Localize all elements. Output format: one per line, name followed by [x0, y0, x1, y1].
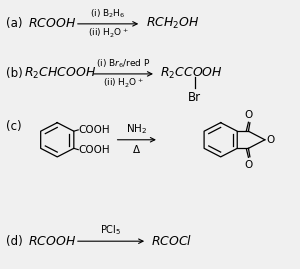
Text: COOH: COOH — [79, 145, 110, 155]
Text: (ii) H$_2$O$^+$: (ii) H$_2$O$^+$ — [88, 27, 128, 40]
Text: $R$COOH: $R$COOH — [28, 235, 76, 248]
Text: (a): (a) — [6, 17, 22, 30]
Text: (d): (d) — [6, 235, 22, 248]
Text: Br: Br — [188, 91, 201, 104]
Text: (ii) H$_2$O$^+$: (ii) H$_2$O$^+$ — [103, 77, 144, 90]
Text: (c): (c) — [6, 120, 21, 133]
Text: O: O — [244, 160, 253, 170]
Text: $\Delta$: $\Delta$ — [132, 143, 141, 155]
Text: (i) B$r_6$/red P: (i) B$r_6$/red P — [96, 58, 150, 70]
Text: $R$COOH: $R$COOH — [28, 17, 76, 30]
Text: O: O — [244, 109, 253, 120]
Text: $R$COCl: $R$COCl — [152, 234, 193, 248]
Text: O: O — [267, 135, 275, 145]
Text: $R_2$CHCOOH: $R_2$CHCOOH — [24, 66, 96, 82]
Text: COOH: COOH — [79, 125, 110, 135]
Text: PCl$_5$: PCl$_5$ — [100, 224, 122, 237]
Text: (b): (b) — [6, 68, 22, 80]
Text: (i) B$_2$H$_6$: (i) B$_2$H$_6$ — [90, 8, 126, 20]
Text: $R$CH$_2$OH: $R$CH$_2$OH — [146, 16, 199, 31]
Text: NH$_2$: NH$_2$ — [126, 122, 147, 136]
Text: $R_2$CCOOH: $R_2$CCOOH — [160, 66, 223, 82]
